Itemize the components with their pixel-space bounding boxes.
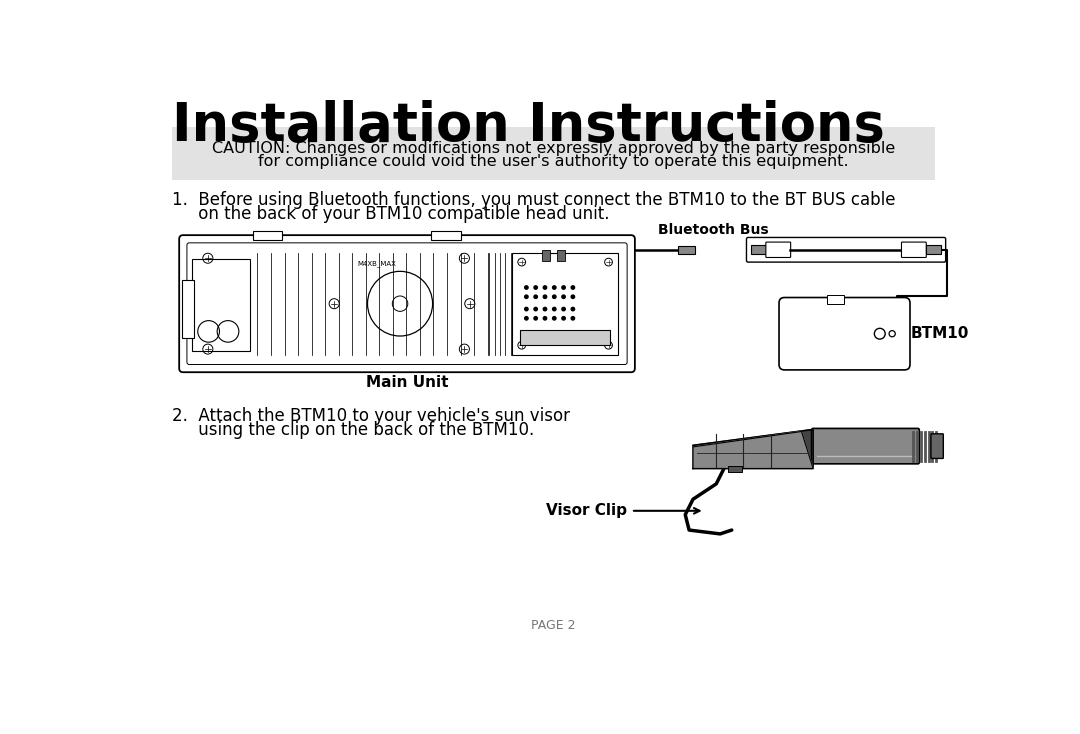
Text: Bluetooth Bus: Bluetooth Bus	[658, 223, 769, 238]
Circle shape	[571, 295, 575, 299]
FancyBboxPatch shape	[902, 242, 927, 258]
Text: 1.  Before using Bluetooth functions, you must connect the BTM10 to the BT BUS c: 1. Before using Bluetooth functions, you…	[172, 192, 895, 209]
Text: Main Unit: Main Unit	[366, 374, 448, 390]
Circle shape	[571, 308, 575, 310]
FancyBboxPatch shape	[931, 434, 943, 459]
Circle shape	[543, 295, 546, 299]
Circle shape	[525, 286, 528, 289]
Circle shape	[562, 308, 565, 310]
FancyBboxPatch shape	[779, 297, 910, 370]
FancyBboxPatch shape	[179, 235, 635, 372]
Text: Visor Clip: Visor Clip	[546, 504, 627, 518]
FancyBboxPatch shape	[172, 128, 935, 180]
FancyBboxPatch shape	[253, 230, 282, 240]
Circle shape	[553, 308, 556, 310]
Circle shape	[534, 308, 538, 310]
Text: for compliance could void the user's authority to operate this equipment.: for compliance could void the user's aut…	[258, 153, 849, 169]
Polygon shape	[693, 430, 813, 468]
Circle shape	[553, 286, 556, 289]
Text: PAGE 2: PAGE 2	[531, 619, 576, 632]
Polygon shape	[693, 432, 813, 468]
FancyBboxPatch shape	[521, 330, 610, 345]
Text: BTM10: BTM10	[910, 326, 969, 341]
Circle shape	[562, 295, 565, 299]
FancyBboxPatch shape	[187, 243, 627, 365]
Circle shape	[525, 316, 528, 320]
FancyBboxPatch shape	[811, 429, 919, 464]
Circle shape	[534, 316, 538, 320]
Circle shape	[553, 295, 556, 299]
Text: 2.  Attach the BTM10 to your vehicle's sun visor: 2. Attach the BTM10 to your vehicle's su…	[172, 407, 570, 425]
Circle shape	[562, 316, 565, 320]
FancyBboxPatch shape	[766, 242, 791, 258]
FancyBboxPatch shape	[728, 466, 742, 472]
Text: M4XB_MAX: M4XB_MAX	[357, 261, 396, 267]
Text: on the back of your BTM10 compatible head unit.: on the back of your BTM10 compatible hea…	[172, 205, 610, 223]
Circle shape	[553, 316, 556, 320]
Text: Installation Instructions: Installation Instructions	[172, 101, 886, 153]
Circle shape	[525, 308, 528, 310]
FancyBboxPatch shape	[542, 250, 550, 261]
FancyBboxPatch shape	[431, 230, 460, 240]
FancyBboxPatch shape	[192, 259, 251, 352]
FancyBboxPatch shape	[677, 246, 694, 254]
Circle shape	[534, 295, 538, 299]
Circle shape	[562, 286, 565, 289]
FancyBboxPatch shape	[827, 295, 845, 305]
Circle shape	[571, 316, 575, 320]
FancyBboxPatch shape	[557, 250, 565, 261]
FancyBboxPatch shape	[512, 252, 618, 355]
FancyBboxPatch shape	[751, 245, 767, 255]
FancyBboxPatch shape	[183, 280, 194, 338]
FancyBboxPatch shape	[926, 245, 941, 255]
Text: using the clip on the back of the BTM10.: using the clip on the back of the BTM10.	[172, 421, 535, 439]
Circle shape	[525, 295, 528, 299]
Circle shape	[543, 316, 546, 320]
Text: CAUTION: Changes or modifications not expressly approved by the party responsibl: CAUTION: Changes or modifications not ex…	[212, 141, 895, 156]
Circle shape	[571, 286, 575, 289]
Circle shape	[543, 308, 546, 310]
Circle shape	[543, 286, 546, 289]
Circle shape	[534, 286, 538, 289]
